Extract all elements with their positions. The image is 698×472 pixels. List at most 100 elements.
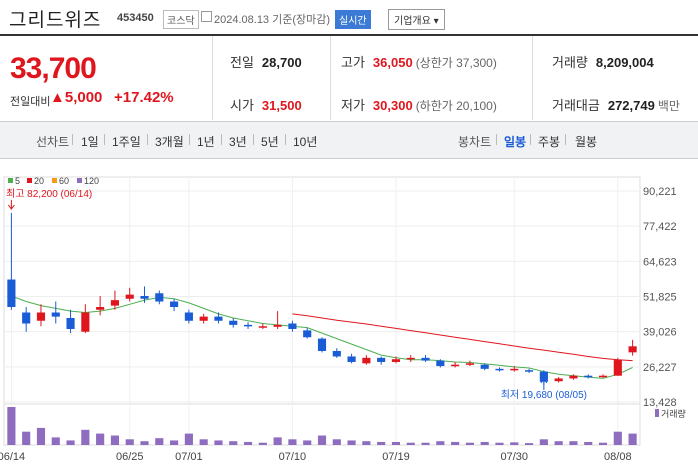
period-daily[interactable]: 일봉 <box>504 135 527 149</box>
divider <box>285 134 286 145</box>
header-divider <box>0 34 698 36</box>
stock-code: 453450 <box>117 12 154 24</box>
volume-bar <box>554 441 563 445</box>
y-tick-label: 64,623 <box>643 256 677 268</box>
candle-body <box>81 312 90 332</box>
volume-bar <box>140 441 149 445</box>
volume-bar <box>155 438 164 445</box>
candle-body <box>480 364 489 369</box>
range-5y[interactable]: 5년 <box>261 135 279 149</box>
divider <box>104 134 105 145</box>
amount-value: 272,749 <box>607 98 655 113</box>
y-tick-label: 51,825 <box>643 292 677 304</box>
volume-bar <box>598 442 608 445</box>
candle-body <box>273 324 282 327</box>
candle-body <box>51 312 60 317</box>
y-tick-label: 90,221 <box>643 186 677 198</box>
divider <box>253 134 254 145</box>
price-chart-svg: 90,221 77,422 64,623 51,825 39,026 26,227 13,4… <box>0 176 686 463</box>
candle-body <box>362 357 371 364</box>
candle-body <box>569 375 578 379</box>
candle-body <box>554 378 563 382</box>
realtime-button[interactable]: 실시간 <box>335 10 371 29</box>
candle-body <box>22 312 31 324</box>
lower-limit: (하한가 20,100) <box>415 99 497 113</box>
candle-body <box>332 350 341 357</box>
volume-bar <box>362 441 371 445</box>
period-weekly[interactable]: 주봉 <box>538 135 561 149</box>
volume-bar <box>465 442 474 445</box>
candle-body <box>465 363 474 365</box>
y-tick-label: 13,428 <box>643 397 677 409</box>
candle-body <box>170 301 179 308</box>
volume-bar <box>81 429 90 445</box>
corp-info-dropdown[interactable]: 기업개요 ▾ <box>388 9 445 30</box>
prev-close-label: 전일 <box>230 55 254 70</box>
max-price-label: 최고 82,200 (06/14) <box>6 188 92 200</box>
divider <box>496 134 497 145</box>
min-price-label: 최저 19,680 (08/05) <box>501 389 587 401</box>
candle-body <box>539 371 548 382</box>
change-label: 전일대비 <box>10 96 51 108</box>
volume-bar <box>184 433 193 445</box>
candle-body <box>96 307 105 310</box>
range-1y[interactable]: 1년 <box>197 135 215 149</box>
volume-bar <box>377 441 386 445</box>
price-chart[interactable]: 90,221 77,422 64,623 51,825 39,026 26,227 13,4… <box>0 157 698 467</box>
volume-bar <box>332 439 341 445</box>
volume-bar <box>525 443 534 445</box>
low-item: 저가 30,300 (하한가 20,100) <box>341 95 497 114</box>
volume-bar <box>628 433 637 445</box>
candle-body <box>36 312 46 321</box>
legend-label: 5 <box>15 176 20 186</box>
candle-chart-tab[interactable]: 봉차트 <box>458 135 492 149</box>
high-label: 고가 <box>341 55 365 70</box>
volume-bar <box>613 431 622 445</box>
candle-body <box>214 316 223 321</box>
y-tick-label: 39,026 <box>643 327 677 339</box>
range-1d[interactable]: 1일 <box>81 135 99 149</box>
high-value: 36,050 <box>372 55 413 70</box>
candle-body <box>451 364 460 367</box>
volume-bar <box>7 407 16 445</box>
volume-bar <box>569 441 578 445</box>
candle-body <box>495 368 504 371</box>
volume-legend-swatch <box>655 409 659 417</box>
candle-body <box>525 370 534 372</box>
x-tick-label: 07/10 <box>279 451 307 463</box>
candle-body <box>125 294 134 299</box>
volume-bar <box>347 440 356 445</box>
volume-bar <box>125 439 134 445</box>
volume-bar <box>22 431 31 445</box>
volume-value: 8,209,004 <box>595 55 654 70</box>
candle-body <box>184 312 193 321</box>
volume-bar <box>451 441 460 445</box>
candle-body <box>421 357 430 361</box>
low-label: 저가 <box>341 98 365 113</box>
volume-bar <box>391 441 401 445</box>
range-3m[interactable]: 3개월 <box>155 135 184 149</box>
chart-toolbar: 선차트 1일 1주일 3개월 1년 3년 5년 10년 봉차트 일봉 주봉 월봉 <box>0 121 698 159</box>
x-tick-label: 07/30 <box>501 451 529 463</box>
x-tick-label: 07/01 <box>175 451 203 463</box>
candle-body <box>436 360 445 367</box>
current-price: 33,700 <box>10 52 97 85</box>
volume-bar <box>96 433 105 445</box>
line-chart-tab[interactable]: 선차트 <box>36 135 70 149</box>
y-tick-label: 26,227 <box>643 362 677 374</box>
volume-legend-label: 거래량 <box>661 408 686 419</box>
x-tick-label: 06/25 <box>116 451 144 463</box>
range-1w[interactable]: 1주일 <box>112 135 141 149</box>
candle-body <box>613 360 622 376</box>
volume-label: 거래량 <box>552 55 588 70</box>
legend-label: 120 <box>84 176 99 186</box>
x-tick-label: 06/14 <box>0 451 25 463</box>
divider <box>330 36 331 120</box>
range-10y[interactable]: 10년 <box>293 135 318 149</box>
range-3y[interactable]: 3년 <box>229 135 247 149</box>
divider <box>565 134 566 145</box>
x-tick-label: 07/19 <box>382 451 410 463</box>
period-monthly[interactable]: 월봉 <box>575 135 598 149</box>
amount-label: 거래대금 <box>552 98 600 113</box>
volume-bar <box>317 435 327 445</box>
